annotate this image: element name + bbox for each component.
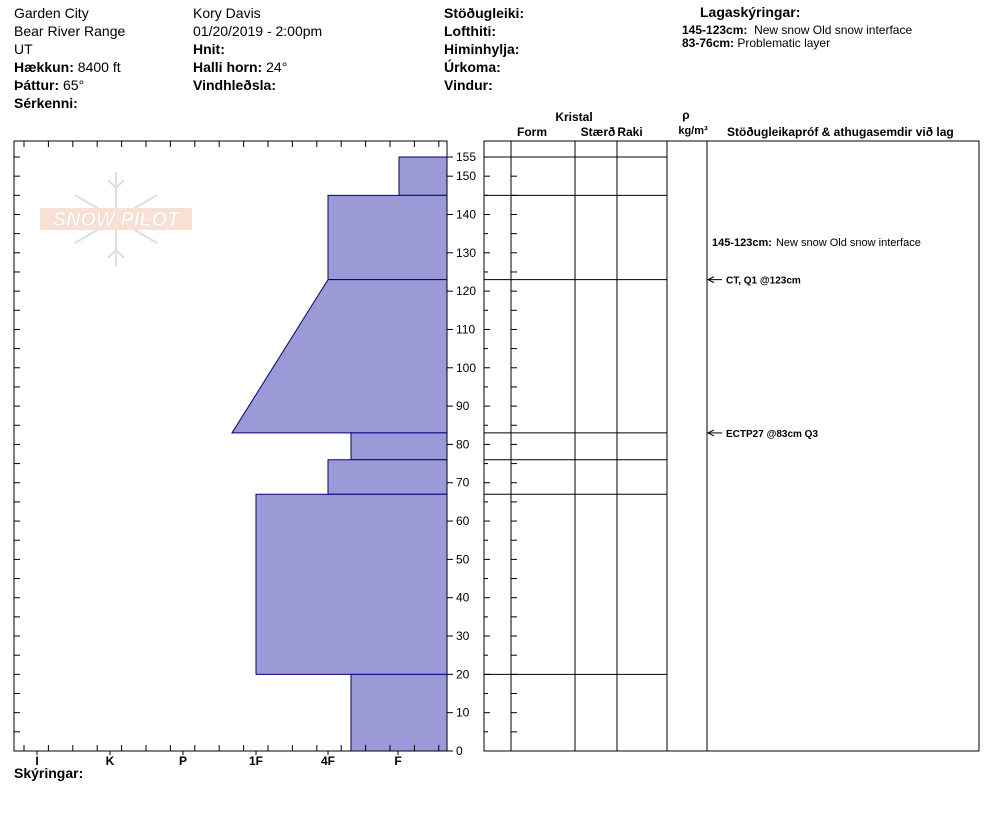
moisture-header: Raki	[617, 125, 642, 139]
hardness-layer	[350, 432, 448, 461]
wind-loading-field: Vindhleðsla:	[193, 76, 276, 94]
stability-test-label: CT, Q1 @123cm	[726, 276, 801, 287]
depth-tick-label: 130	[456, 246, 476, 260]
state-name: UT	[14, 41, 33, 57]
depth-tick-label: 70	[456, 476, 470, 490]
legend-item: 145-123cm: New snow Old snow interface	[682, 24, 912, 37]
hardness-plot-frame	[13, 140, 448, 752]
coords-field: Hnit:	[193, 40, 225, 58]
depth-tick-label: 30	[456, 629, 470, 643]
sky-field: Himinhylja:	[444, 40, 519, 58]
depth-tick-label: 150	[456, 169, 476, 183]
crystal-header: Kristal	[555, 110, 592, 124]
legend-range: 83-76cm:	[682, 36, 735, 50]
depth-tick-label: 155	[456, 150, 476, 164]
elevation-label: Hækkun:	[14, 59, 74, 75]
notes-label: Skýringar:	[14, 765, 83, 781]
hardness-layer	[327, 194, 448, 281]
hardness-layer	[255, 493, 448, 675]
depth-tick-label: 50	[456, 552, 470, 566]
observation-datetime: 01/20/2019 - 2:00pm	[193, 23, 323, 39]
hardness-layer	[350, 673, 448, 752]
hardness-layer	[231, 279, 448, 434]
depth-tick-label: 110	[456, 322, 475, 336]
location-name: Garden City	[14, 5, 89, 21]
form-header: Form	[517, 125, 547, 139]
elevation-field: Hækkun: 8400 ft	[14, 58, 121, 76]
depth-tick-label: 100	[456, 361, 476, 375]
profile-table-frame	[483, 140, 980, 752]
observer-name: Kory Davis	[193, 5, 261, 21]
legend-title: Lagaskýringar:	[700, 4, 801, 20]
legend-item: 83-76cm: Problematic layer	[682, 37, 830, 50]
logo-band	[40, 208, 192, 230]
wind-loading-label: Vindhleðsla:	[193, 77, 276, 93]
density-unit-header: kg/m³	[678, 125, 708, 137]
aspect-field: Þáttur: 65°	[14, 76, 84, 94]
wind-label: Vindur:	[444, 77, 493, 93]
comment-range: 145-123cm:	[712, 237, 772, 249]
stability-test-label: ECTP27 @83cm Q3	[726, 429, 818, 440]
slope-value: 24°	[266, 59, 288, 75]
range-name: Bear River Range	[14, 23, 126, 39]
hardness-tick-label: I	[35, 754, 38, 768]
hardness-layer	[398, 156, 448, 196]
test-arrow-icon	[706, 276, 715, 284]
stability-field: Stöðugleiki:	[444, 4, 524, 22]
test-arrow-icon	[706, 429, 715, 437]
depth-tick-label: 0	[456, 744, 463, 758]
depth-tick-label: 60	[456, 514, 470, 528]
legend-range: 145-123cm:	[682, 23, 748, 37]
layer-comment: 145-123cm: New snow Old snow interface	[712, 237, 921, 249]
features-field: Sérkenni:	[14, 94, 78, 112]
stability-label: Stöðugleiki:	[444, 5, 525, 21]
elevation-value: 8400 ft	[77, 59, 121, 75]
logo-text: SNOW PILOT	[53, 209, 181, 231]
precip-label: Úrkoma:	[444, 59, 501, 75]
depth-tick-label: 80	[456, 437, 470, 451]
hardness-tick-label: 1F	[249, 754, 263, 768]
hardness-tick-label: F	[394, 754, 401, 768]
air-temp-label: Lofthiti:	[444, 23, 497, 39]
size-header: Stærð	[581, 125, 616, 139]
features-label: Sérkenni:	[14, 95, 78, 111]
depth-tick-label: 20	[456, 667, 470, 681]
aspect-label: Þáttur:	[14, 77, 60, 93]
sky-label: Himinhylja:	[444, 41, 520, 57]
depth-tick-label: 90	[456, 399, 470, 413]
slope-label: Halli horn:	[193, 59, 263, 75]
aspect-value: 65°	[63, 77, 85, 93]
snowpilot-logo: SNOW PILOT	[40, 172, 192, 266]
depth-tick-label: 140	[456, 207, 476, 221]
slope-field: Halli horn: 24°	[193, 58, 287, 76]
precip-field: Úrkoma:	[444, 58, 501, 76]
comment-text: New snow Old snow interface	[776, 237, 921, 249]
tests-header: Stöðugleikapróf & athugasemdir við lag	[727, 125, 954, 139]
rho-header: ρ	[682, 108, 689, 122]
air-temp-field: Lofthiti:	[444, 22, 496, 40]
depth-tick-label: 10	[456, 706, 470, 720]
depth-tick-label: 120	[456, 284, 476, 298]
hardness-tick-label: K	[106, 754, 115, 768]
hardness-tick-label: P	[179, 754, 187, 768]
wind-field: Vindur:	[444, 76, 493, 94]
hardness-tick-label: 4F	[321, 754, 335, 768]
hardness-layer	[327, 459, 448, 495]
legend-text: Problematic layer	[737, 36, 831, 50]
coords-label: Hnit:	[193, 41, 225, 57]
legend-text: New snow Old snow interface	[754, 23, 913, 37]
depth-tick-label: 40	[456, 591, 470, 605]
